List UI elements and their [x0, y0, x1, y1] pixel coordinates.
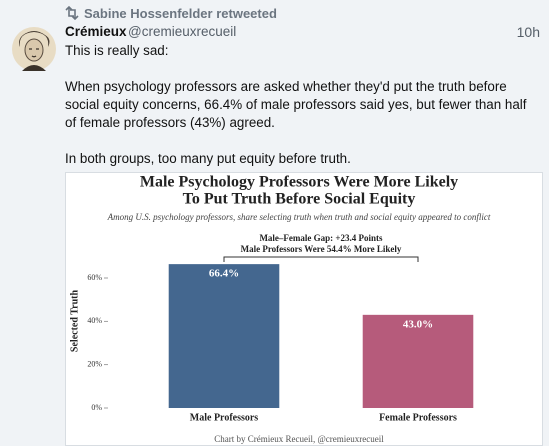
- retweet-icon: [65, 6, 79, 20]
- text-line: This is really sad:: [65, 43, 169, 58]
- tweet-text: This is really sad: When psychology profe…: [65, 42, 526, 186]
- x-tick-label: Male Professors: [190, 412, 259, 423]
- paragraph: When psychology professors are asked whe…: [65, 78, 526, 132]
- paragraph: In both groups, too many put equity befo…: [65, 150, 526, 168]
- chart-source: Chart by Crémieux Recueil, @cremieuxrecu…: [214, 434, 384, 444]
- annotation: Male–Female Gap: +23.4 Points: [259, 233, 383, 243]
- y-tick-label: 40%: [87, 316, 102, 325]
- text-line: In both groups, too many put equity befo…: [65, 151, 351, 166]
- value-label: 66.4%: [209, 268, 239, 280]
- chart-title: To Put Truth Before Social Equity: [183, 191, 416, 208]
- y-tick-label: 20%: [87, 359, 102, 368]
- bar: [362, 314, 474, 408]
- y-tick-label: 60%: [87, 273, 102, 282]
- chart-subtitle: Among U.S. psychology professors, share …: [107, 212, 491, 222]
- text-line: of female professors (43%) agreed.: [65, 115, 275, 130]
- avatar[interactable]: [12, 27, 56, 71]
- text-line: When psychology professors are asked whe…: [65, 79, 507, 94]
- y-axis-label: Selected Truth: [69, 290, 80, 353]
- x-tick-label: Female Professors: [379, 412, 457, 423]
- paragraph: This is really sad:: [65, 42, 526, 60]
- value-label: 43.0%: [403, 318, 433, 330]
- annotation: Male Professors Were 54.4% More Likely: [241, 244, 402, 254]
- y-tick-label: 0%: [91, 403, 102, 412]
- bar: [168, 264, 280, 408]
- chart-title: Male Psychology Professors Were More Lik…: [140, 174, 458, 191]
- timestamp[interactable]: 10h: [516, 24, 540, 40]
- bracket: [223, 256, 419, 262]
- author-handle[interactable]: @cremieuxrecueil: [128, 24, 237, 39]
- author-name[interactable]: Crémieux: [65, 24, 127, 39]
- text-line: social equity concerns, 66.4% of male pr…: [65, 97, 527, 112]
- chart-image[interactable]: Male Psychology Professors Were More Lik…: [65, 172, 543, 446]
- retweet-label: Sabine Hossenfelder retweeted: [84, 6, 277, 21]
